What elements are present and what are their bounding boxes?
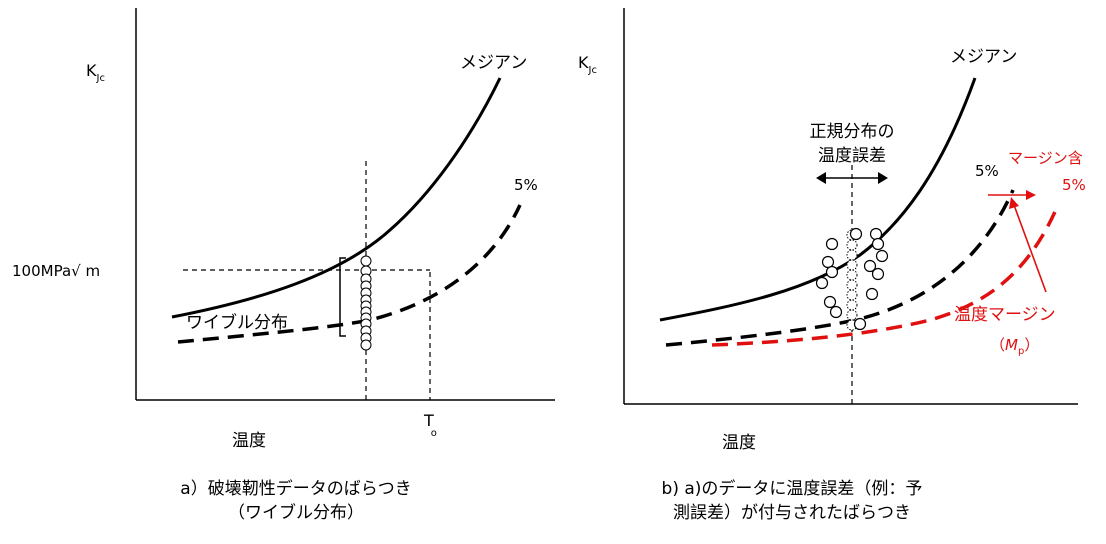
data-point [846,279,858,291]
data-point [863,259,877,273]
panel-b-mp-label: （Mp） [990,336,1039,357]
panel-a-data-points [360,255,372,351]
data-point [846,299,858,311]
data-point [865,287,879,301]
data-point [871,267,885,281]
panel-b-y-label: KJc [578,53,597,76]
panel-b: KJc [578,8,1086,523]
data-point [846,259,858,271]
panel-b-median-curve [659,77,977,322]
panel-b-margin-curve [711,204,1060,347]
data-point [846,289,858,301]
panel-a-caption-line1: a）破壊靭性データのばらつき [180,478,411,499]
panel-a-x-label: 温度 [232,431,266,451]
data-point [825,237,839,251]
data-point [869,227,883,241]
panel-b-5pct-label: 5% [975,162,999,180]
panel-b-error-arrow [816,172,888,184]
data-point [849,227,863,241]
data-point [825,265,839,279]
panel-a-median-curve [171,77,502,319]
panel-b-column-points [846,229,858,331]
panel-a: KJc メジアン 5% [12,8,555,523]
panel-a-median-label: メジアン [460,53,527,73]
data-point [846,239,858,251]
panel-b-x-label: 温度 [722,433,756,453]
panel-b-temp-error-line1: 正規分布の [810,122,895,142]
data-point [360,339,372,351]
data-point [821,255,835,269]
data-point [875,249,889,263]
panel-a-5pct-curve [177,204,522,344]
panel-a-caption-line2: （ワイブル分布） [228,502,364,523]
panel-b-caption-line2: 測誤差）が付与されたばらつき [673,503,911,523]
panel-b-temp-error-line2: 温度誤差 [818,146,886,166]
data-point [815,276,829,290]
data-point [846,309,858,321]
data-point [823,295,837,309]
panel-b-5pct-curve [665,189,1015,347]
panel-b-scatter-points [815,227,889,331]
panel-b-median-label: メジアン [950,47,1017,67]
data-point [871,237,885,251]
data-point [360,255,372,267]
panel-a-ref-value-label: 100MPa√ m [12,262,100,280]
data-point [846,249,858,261]
panel-a-weibull-label: ワイブル分布 [186,312,288,333]
panel-b-temp-margin-label: 温度マージン [954,305,1056,325]
panel-a-weibull-bracket [339,257,346,337]
panel-b-caption-line1: b) a)のデータに温度誤差（例：予 [662,478,923,499]
data-point [853,317,867,331]
panel-b-margin-arrows [988,190,1047,293]
data-point [846,269,858,281]
panel-b-margin-incl-line2: 5% [1062,176,1086,194]
panel-a-5pct-label: 5% [514,176,538,194]
panel-b-margin-incl-line1: マージン含 [1008,149,1083,167]
data-point [829,305,843,319]
panel-a-y-label: KJc [86,61,105,84]
